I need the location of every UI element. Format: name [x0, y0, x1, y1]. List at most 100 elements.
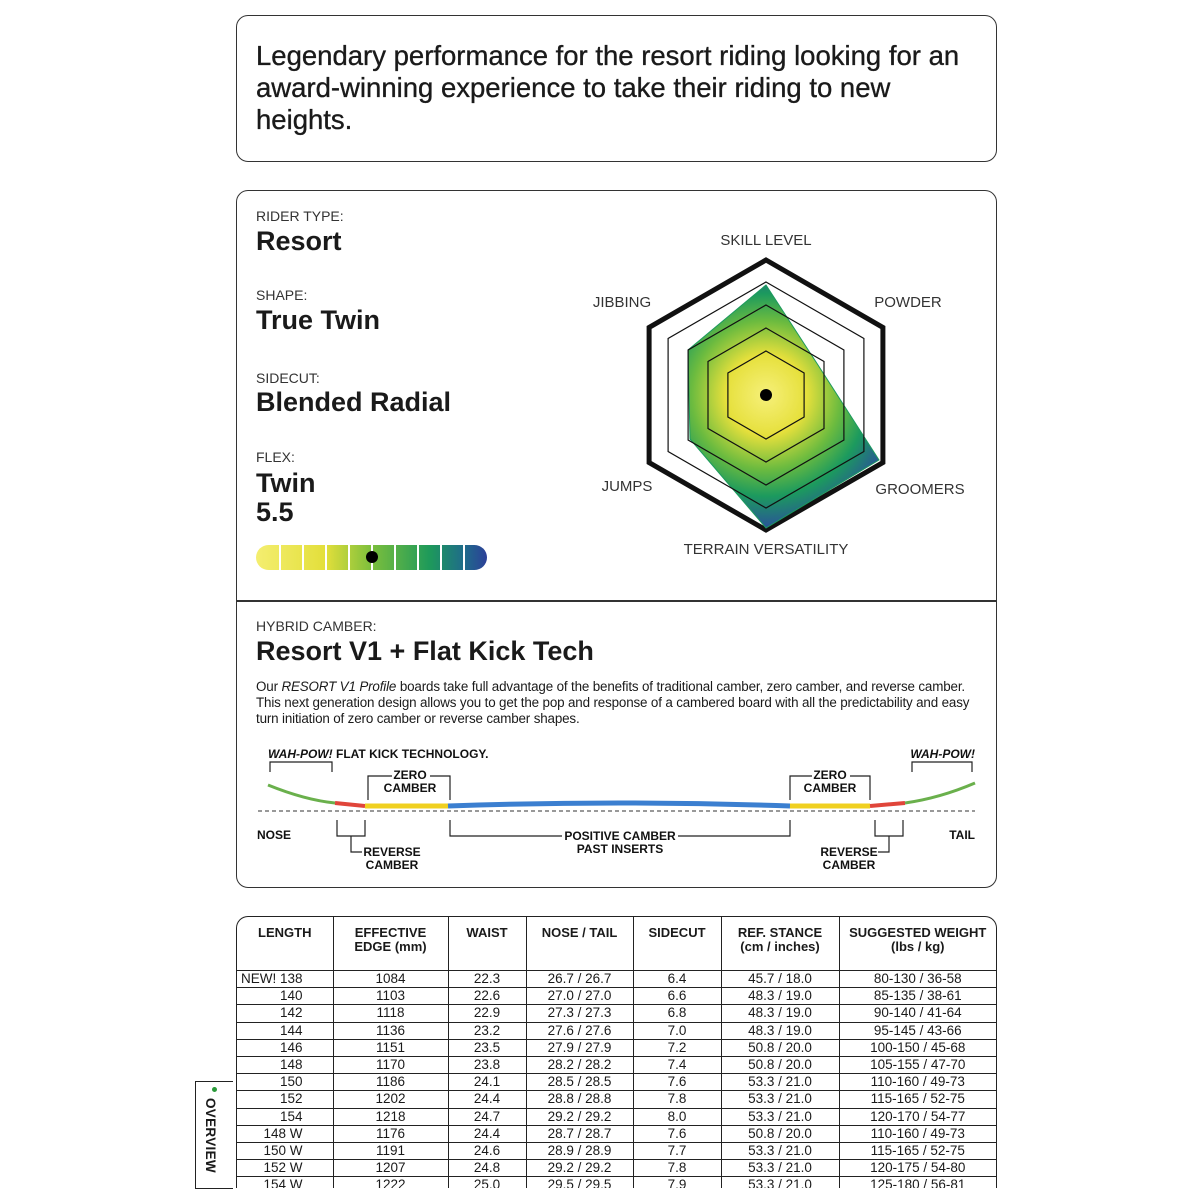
table-cell: 23.2: [447, 1022, 526, 1040]
diagram-label: TAIL: [949, 828, 975, 842]
diagram-label: REVERSE: [820, 845, 877, 859]
table-cell: 50.8 / 20.0: [720, 1056, 839, 1075]
table-cell: 7.0: [632, 1022, 721, 1040]
table-cell: NEW! 138: [237, 970, 333, 989]
radar-ring: [667, 281, 865, 509]
table-cell: 24.1: [447, 1073, 526, 1092]
flex-rating: 5.5: [256, 497, 294, 527]
table-cell: 148 W: [237, 1125, 333, 1143]
table-cell: 154 W: [237, 1176, 333, 1188]
header-text: LENGTH: [258, 925, 312, 940]
text: boards take full advantage of the benefi…: [256, 679, 970, 726]
table-row: 152 W 1207 24.8 29.2 / 29.2 7.8 53.3 / 21.0 12…: [237, 1159, 996, 1178]
table-cell: 28.8 / 28.8: [525, 1090, 633, 1109]
table-cell: 90-140 / 41-64: [838, 1004, 996, 1023]
text-italic: RESORT V1 Profile: [281, 679, 397, 694]
table-cell: 120-170 / 54-77: [838, 1108, 996, 1126]
table-cell: 53.3 / 21.0: [720, 1073, 839, 1092]
header-cell: SIDECUT: [632, 917, 721, 971]
header-text: WAIST: [466, 925, 508, 940]
table-cell: 24.6: [447, 1142, 526, 1161]
profile-tail: [904, 781, 976, 805]
table-row: 150 1186 24.1 28.5 / 28.5 7.6 53.3 / 21.0 110-…: [237, 1073, 996, 1092]
table-cell: 140: [237, 987, 333, 1006]
spec-label: SHAPE:: [256, 287, 308, 303]
table-cell: 26.7 / 26.7: [525, 970, 633, 989]
table-cell: 24.4: [447, 1090, 526, 1109]
table-cell: 95-145 / 43-66: [838, 1022, 996, 1040]
table-cell: 1207: [332, 1159, 448, 1178]
table-cell: 48.3 / 19.0: [720, 1004, 839, 1023]
table-cell: 7.6: [632, 1125, 721, 1143]
table-cell: 48.3 / 19.0: [720, 1022, 839, 1040]
camber-description: Our RESORT V1 Profile boards take full a…: [256, 679, 984, 727]
table-cell: 48.3 / 19.0: [720, 987, 839, 1006]
table-cell: 154: [237, 1108, 333, 1126]
radar: [646, 257, 886, 533]
table-row: 148 W 1176 24.4 28.7 / 28.7 7.6 50.8 / 20.0 11…: [237, 1125, 996, 1143]
flex-bar: [256, 545, 487, 570]
table-cell: 1218: [332, 1108, 448, 1126]
table-cell: 45.7 / 18.0: [720, 970, 839, 989]
table-cell: 7.2: [632, 1039, 721, 1057]
table-cell: 1202: [332, 1090, 448, 1109]
table-cell: 1118: [332, 1004, 448, 1023]
table-cell: 1170: [332, 1056, 448, 1075]
table-cell: 1222: [332, 1176, 448, 1188]
header-text: NOSE / TAIL: [541, 925, 618, 940]
table-cell: 144: [237, 1022, 333, 1040]
table-cell: 28.5 / 28.5: [525, 1073, 633, 1092]
table-cell: 1186: [332, 1073, 448, 1092]
table-cell: 53.3 / 21.0: [720, 1159, 839, 1178]
intro-text: Legendary performance for the resort rid…: [256, 40, 960, 135]
table-cell: 142: [237, 1004, 333, 1023]
radar-center: [760, 389, 772, 401]
header-cell: EFFECTIVE EDGE (mm): [332, 917, 448, 971]
profile-reverse: [334, 801, 366, 808]
table-cell: 7.9: [632, 1176, 721, 1188]
diagram-label: CAMBER: [823, 858, 876, 872]
table-cell: 146: [237, 1039, 333, 1057]
flex-marker: [366, 551, 378, 563]
table-cell: 152: [237, 1090, 333, 1109]
header-cell: WAIST: [447, 917, 526, 971]
header-text: EDGE (mm): [354, 939, 427, 954]
flex-label: FLEX:: [256, 449, 295, 465]
table-cell: 85-135 / 38-61: [838, 987, 996, 1006]
tab-dot: [212, 1087, 217, 1092]
table-cell: 53.3 / 21.0: [720, 1176, 839, 1188]
table-cell: 150: [237, 1073, 333, 1092]
text: FLAT KICK TECHNOLOGY.: [336, 747, 488, 761]
table-cell: 28.7 / 28.7: [525, 1125, 633, 1143]
table-cell: 53.3 / 21.0: [720, 1090, 839, 1109]
table-cell: 1136: [332, 1022, 448, 1040]
intro-box: [236, 15, 997, 162]
table-cell: 23.8: [447, 1056, 526, 1075]
table-row: 144 1136 23.2 27.6 / 27.6 7.0 48.3 / 19.0 95-1…: [237, 1022, 996, 1040]
table-cell: 22.6: [447, 987, 526, 1006]
camber-label: HYBRID CAMBER:: [256, 618, 377, 634]
table-cell: 27.9 / 27.9: [525, 1039, 633, 1057]
camber-diagram: [258, 761, 976, 853]
header-text: SUGGESTED WEIGHT: [849, 925, 987, 940]
table-row: 154 1218 24.7 29.2 / 29.2 8.0 53.3 / 21.0 120-…: [237, 1108, 996, 1126]
diagram-label: POSITIVE CAMBER: [564, 829, 676, 843]
diagram-label: WAH-POW! FLAT KICK TECHNOLOGY.: [268, 747, 488, 761]
table-cell: 23.5: [447, 1039, 526, 1057]
spec-box: [236, 190, 997, 888]
header-text: REF. STANCE: [737, 925, 823, 940]
diagram-label: CAMBER: [384, 781, 437, 795]
table-cell: 152 W: [237, 1159, 333, 1178]
table-cell: 24.8: [447, 1159, 526, 1178]
spec-value: Blended Radial: [256, 387, 452, 417]
table-cell: 29.2 / 29.2: [525, 1159, 633, 1178]
radar-labels: SKILL LEVEL POWDER GROOMERS TERRAIN VERS…: [593, 232, 965, 558]
table-cell: 148: [237, 1056, 333, 1075]
profile-reverse: [869, 801, 906, 808]
table-cell: 50.8 / 20.0: [720, 1125, 839, 1143]
header-text: EFFECTIVE: [354, 925, 427, 940]
radar-label: TERRAIN VERSATILITY: [684, 541, 849, 558]
radar-label: JUMPS: [602, 478, 653, 495]
table-row: NEW! 138 1084 22.3 26.7 / 26.7 6.4 45.7 / 18.…: [237, 970, 996, 989]
